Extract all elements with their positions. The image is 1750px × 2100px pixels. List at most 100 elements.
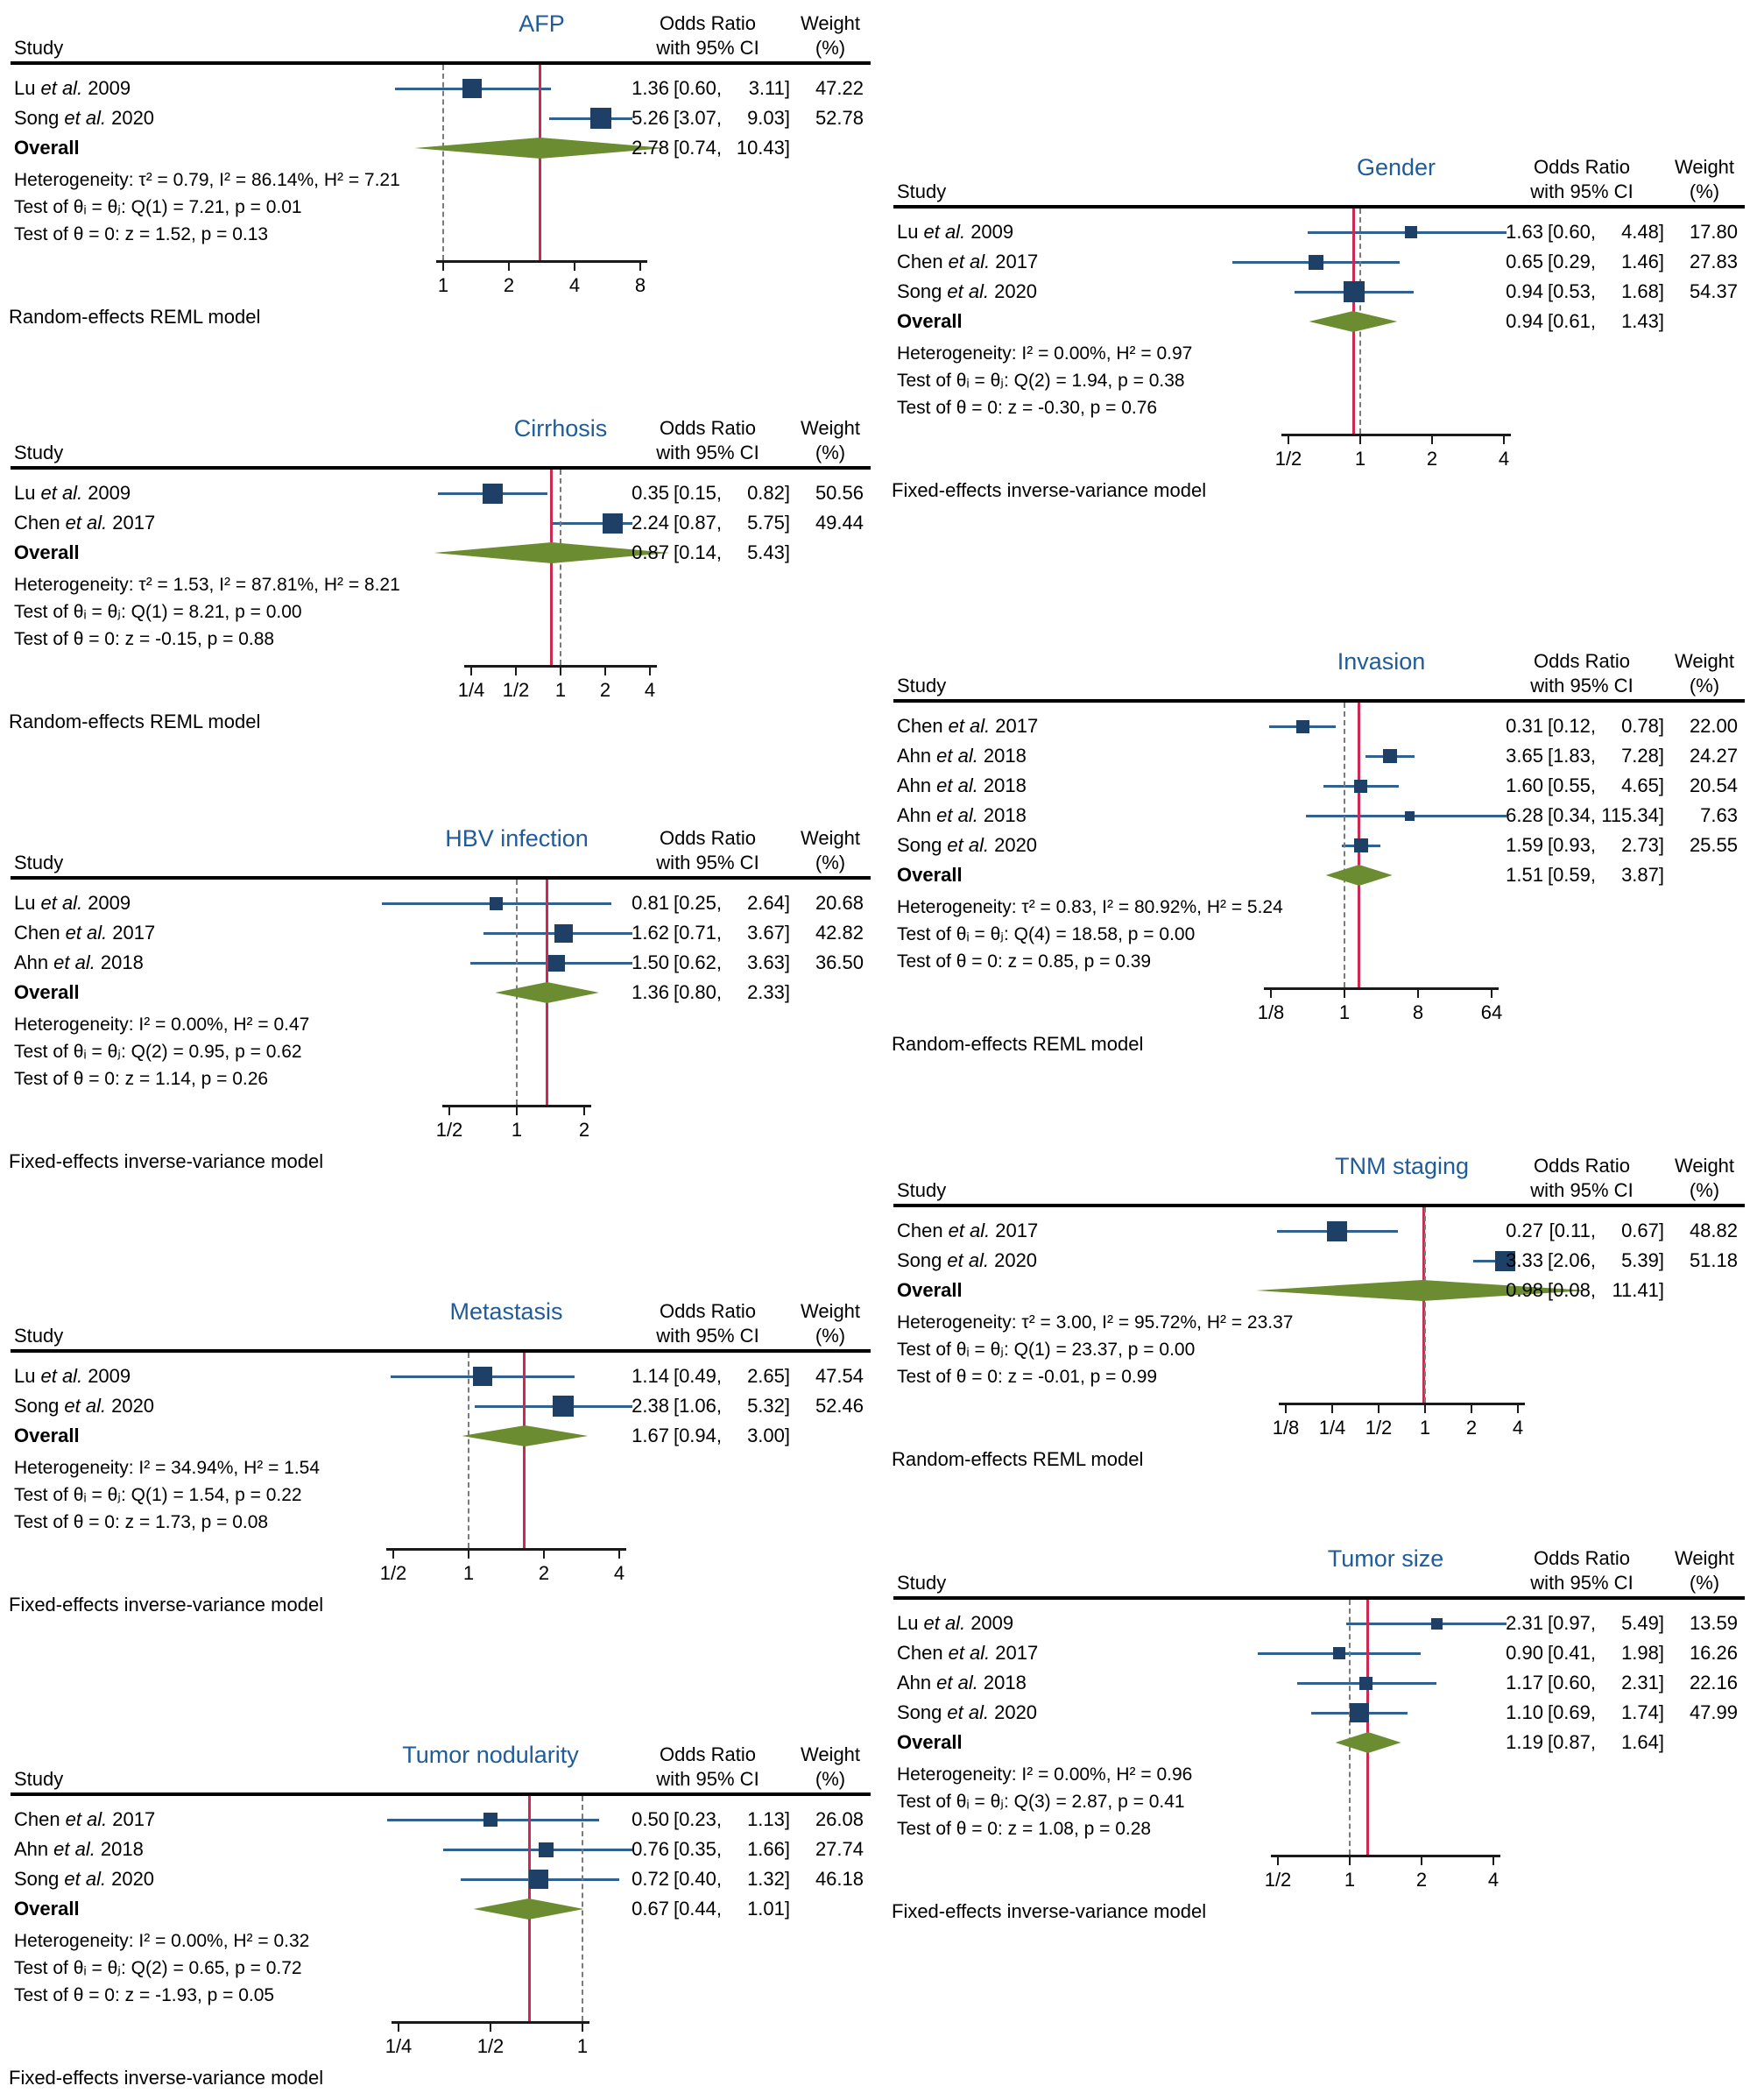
weight-value: 42.82: [815, 922, 864, 944]
axis-line: [1271, 1855, 1500, 1857]
overall-or-value: 0.94: [1506, 310, 1543, 332]
panel-tnm: TNM staging Study Odds Ratio with 95% CI Wei…: [890, 1149, 1748, 1481]
axis-tick: [639, 262, 641, 271]
or-ci-text: 3.65 [1.83, 7.28]: [1499, 741, 1664, 771]
panel-hbv: HBV infection Study Odds Ratio with 95% CI W…: [7, 822, 874, 1184]
stat-line: Test of θᵢ = θⱼ: Q(1) = 7.21, p = 0.01: [14, 197, 302, 217]
overall-label: Overall: [897, 1279, 963, 1301]
axis-tick-label: 1/4: [457, 679, 485, 701]
overall-row: Overall 0.94 [0.61, 1.43]: [890, 307, 1748, 336]
or-value: 0.76: [632, 1838, 669, 1860]
overall-label: Overall: [14, 137, 80, 159]
ci-low: [0.11,: [1549, 1220, 1596, 1241]
study-author: Lu: [14, 77, 36, 99]
or-marker: [554, 923, 574, 943]
or-value: 1.60: [1506, 774, 1543, 796]
study-row: Chen et al. 2017 0.50 [0.23, 1.13] 26.08: [7, 1805, 874, 1835]
or-ci-text: 1.50 [0.62, 3.63]: [625, 948, 790, 978]
null-reference-line: [582, 1796, 583, 2021]
column-header-odds-ratio-line1: Odds Ratio: [659, 1300, 757, 1322]
ci-low: [0.55,: [1547, 774, 1596, 796]
axis-tick-label: 1: [554, 679, 567, 701]
study-label: Lu et al. 2009: [897, 217, 1013, 247]
study-row: Ahn et al. 2018 6.28 [0.34, 115.34] 7.63: [890, 801, 1748, 831]
ci-high: 5.49]: [1621, 1612, 1664, 1634]
ci-high: 1.32]: [747, 1868, 790, 1890]
axis-tick-label: 1/4: [385, 2035, 413, 2057]
study-row: Song et al. 2020 1.10 [0.69, 1.74] 47.99: [890, 1698, 1748, 1728]
ci-high: 3.67]: [747, 922, 790, 944]
or-ci-text: 0.50 [0.23, 1.13]: [625, 1805, 790, 1835]
study-year: 2018: [983, 745, 1027, 767]
overall-ci-high: 3.87]: [1621, 864, 1664, 886]
study-etal: et al.: [64, 1868, 107, 1890]
or-ci-text: 2.31 [0.97, 5.49]: [1499, 1609, 1664, 1638]
axis-tick: [1277, 1856, 1279, 1865]
column-header-odds-ratio-line1: Odds Ratio: [659, 827, 757, 849]
weight-value: 27.74: [815, 1838, 864, 1860]
or-marker: [1350, 1703, 1370, 1722]
study-author: Song: [897, 1701, 942, 1723]
ci-low: [0.62,: [673, 951, 722, 973]
study-label: Song et al. 2020: [897, 277, 1037, 307]
column-header-odds-ratio-line2: with 95% CI: [656, 1325, 759, 1347]
or-ci-text: 0.65 [0.29, 1.46]: [1499, 247, 1664, 277]
axis-tick: [574, 262, 575, 271]
study-row: Chen et al. 2017 1.62 [0.71, 3.67] 42.82: [7, 918, 874, 948]
study-row: Lu et al. 2009 1.36 [0.60, 3.11] 47.22: [7, 74, 874, 103]
axis-line: [392, 2021, 589, 2024]
study-year: 2009: [88, 77, 131, 99]
study-author: Song: [14, 1868, 60, 1890]
study-row: Lu et al. 2009 0.81 [0.25, 2.64] 20.68: [7, 888, 874, 918]
weight-value: 24.27: [1689, 745, 1738, 767]
study-year: 2018: [983, 804, 1027, 826]
stat-line: Heterogeneity: I² = 0.00%, H² = 0.32: [14, 1931, 310, 1951]
column-header-weight-line2: (%): [1689, 180, 1720, 202]
or-marker: [1359, 1676, 1373, 1690]
column-header-odds-ratio-line2: with 95% CI: [656, 1768, 759, 1790]
study-year: 2009: [970, 221, 1014, 243]
axis-tick: [1285, 1404, 1287, 1413]
study-label: Ahn et al. 2018: [897, 771, 1027, 801]
or-value: 1.62: [632, 922, 669, 944]
panel-title: Cirrhosis: [513, 415, 608, 442]
overall-or-value: 1.67: [632, 1425, 669, 1446]
overall-ci-high: 2.33]: [747, 981, 790, 1003]
axis-line: [442, 1105, 591, 1107]
study-label: Ahn et al. 2018: [897, 741, 1027, 771]
study-etal: et al.: [947, 280, 990, 302]
column-header-study: Study: [14, 1768, 64, 1790]
study-label: Lu et al. 2009: [897, 1609, 1013, 1638]
or-value: 3.33: [1506, 1249, 1543, 1271]
study-year: 2020: [111, 1395, 155, 1417]
or-ci-text: 6.28 [0.34, 115.34]: [1499, 801, 1664, 831]
or-value: 1.50: [632, 951, 669, 973]
ci-high: 0.67]: [1621, 1220, 1664, 1241]
study-author: Ahn: [897, 774, 932, 796]
axis-tick-label: 1: [1354, 448, 1366, 470]
study-etal: et al.: [64, 107, 107, 129]
or-value: 0.81: [632, 892, 669, 914]
ci-low: [0.87,: [673, 512, 722, 534]
overall-effect-line: [523, 1353, 526, 1548]
stat-line: Test of θ = 0: z = -0.15, p = 0.88: [14, 629, 275, 649]
study-etal: et al.: [53, 951, 95, 973]
study-row: Song et al. 2020 2.38 [1.06, 5.32] 52.46: [7, 1391, 874, 1421]
axis-tick: [582, 2023, 583, 2032]
column-header-study: Study: [897, 675, 947, 696]
axis-tick: [1471, 1404, 1472, 1413]
column-header-weight-line2: (%): [815, 852, 846, 873]
column-header-odds-ratio-line2: with 95% CI: [656, 852, 759, 873]
study-year: 2017: [112, 922, 156, 944]
study-etal: et al.: [40, 482, 83, 504]
column-header-study: Study: [897, 1572, 947, 1594]
column-header-weight-line1: Weight: [800, 1743, 861, 1765]
study-label: Song et al. 2020: [897, 1698, 1037, 1728]
or-ci-text: 0.94 [0.53, 1.68]: [1499, 277, 1664, 307]
axis-line: [436, 260, 647, 263]
overall-diamond: [1309, 311, 1398, 332]
stat-line: Test of θ = 0: z = 1.08, p = 0.28: [897, 1819, 1152, 1839]
column-header-weight-line2: (%): [1689, 1572, 1720, 1594]
or-ci-text: 0.27 [0.11, 0.67]: [1499, 1216, 1664, 1246]
study-label: Song et al. 2020: [897, 831, 1037, 860]
